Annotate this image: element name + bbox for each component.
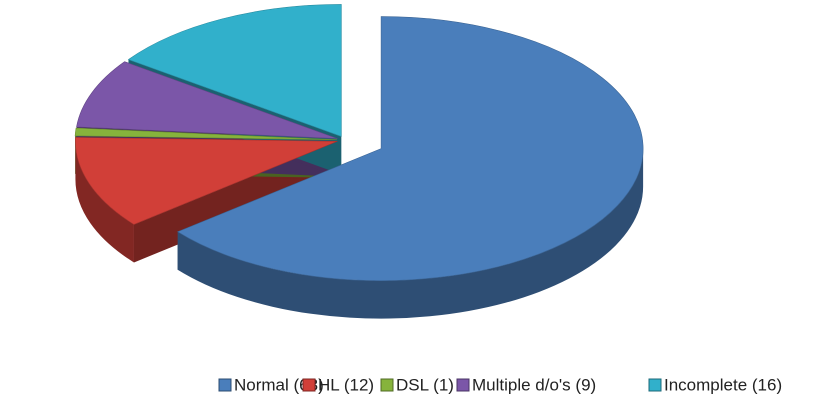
- pie-slice: [75, 137, 338, 225]
- legend-label: Normal (68): [234, 375, 324, 394]
- pie-slice: [177, 16, 644, 281]
- legend-swatch: [302, 378, 316, 392]
- legend-swatch: [380, 378, 394, 392]
- legend-label: DSL (1): [396, 375, 454, 394]
- legend: Normal (68)HL (12) DSL (1) Multiple d/o's …: [218, 375, 782, 394]
- slice-tops: [74, 4, 644, 281]
- legend-swatch: [218, 378, 232, 392]
- pie-slice: [127, 4, 342, 137]
- pie-slice: [74, 127, 338, 141]
- legend-label: Multiple d/o's (9): [472, 375, 596, 394]
- legend-swatch: [648, 378, 662, 392]
- legend-swatch: [456, 378, 470, 392]
- legend-label: HL (12): [318, 375, 374, 394]
- slice-side: [75, 141, 134, 263]
- pie-slice: [76, 61, 338, 139]
- legend-label: Incomplete (16): [664, 375, 782, 394]
- slice-side: [177, 148, 644, 319]
